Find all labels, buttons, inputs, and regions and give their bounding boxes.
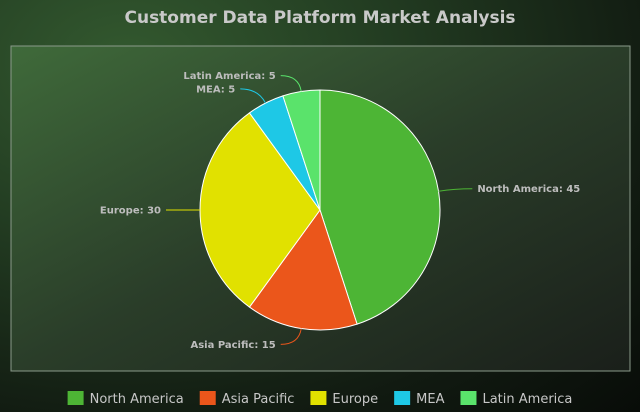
leader-line-latin-america [280,75,302,92]
chart-title: Customer Data Platform Market Analysis [124,8,515,28]
pie-slices [199,89,441,331]
pie-slice-europe [199,112,321,308]
legend-label-latin-america: Latin America [482,392,572,407]
pie-slice-latin-america [282,89,321,211]
legend-item-north-america[interactable]: North America [67,391,184,407]
legend-label-mea: MEA [416,392,444,407]
legend-swatch-latin-america [460,391,477,405]
legend-label-asia-pacific: Asia Pacific [222,392,295,407]
slice-label-latin-america: Latin America: 5 [183,71,275,82]
legend-swatch-north-america [67,391,84,405]
slice-label-mea: MEA: 5 [196,84,235,95]
leader-line-asia-pacific [280,328,302,345]
legend-item-asia-pacific[interactable]: Asia Pacific [199,391,295,407]
legend: North America Asia Pacific Europe MEA Latin … [67,391,572,407]
slice-label-europe: Europe: 30 [100,206,161,217]
legend-item-latin-america[interactable]: Latin America [460,391,572,407]
legend-swatch-mea [394,391,411,405]
slice-label-asia-pacific: Asia Pacific: 15 [190,340,275,351]
legend-item-europe[interactable]: Europe [310,391,378,407]
slice-labels: North America: 45 Asia Pacific: 15 Europe:… [100,71,580,351]
slice-label-north-america: North America: 45 [477,184,580,195]
legend-swatch-europe [310,391,327,405]
legend-item-mea[interactable]: MEA [394,391,445,407]
pie-slice-asia-pacific [248,208,358,331]
legend-label-europe: Europe [332,392,378,407]
leader-line-north-america [438,188,473,192]
label-leader-lines [166,75,473,345]
legend-label-north-america: North America [90,392,184,407]
leader-line-mea [240,88,266,104]
legend-swatch-asia-pacific [199,391,216,405]
